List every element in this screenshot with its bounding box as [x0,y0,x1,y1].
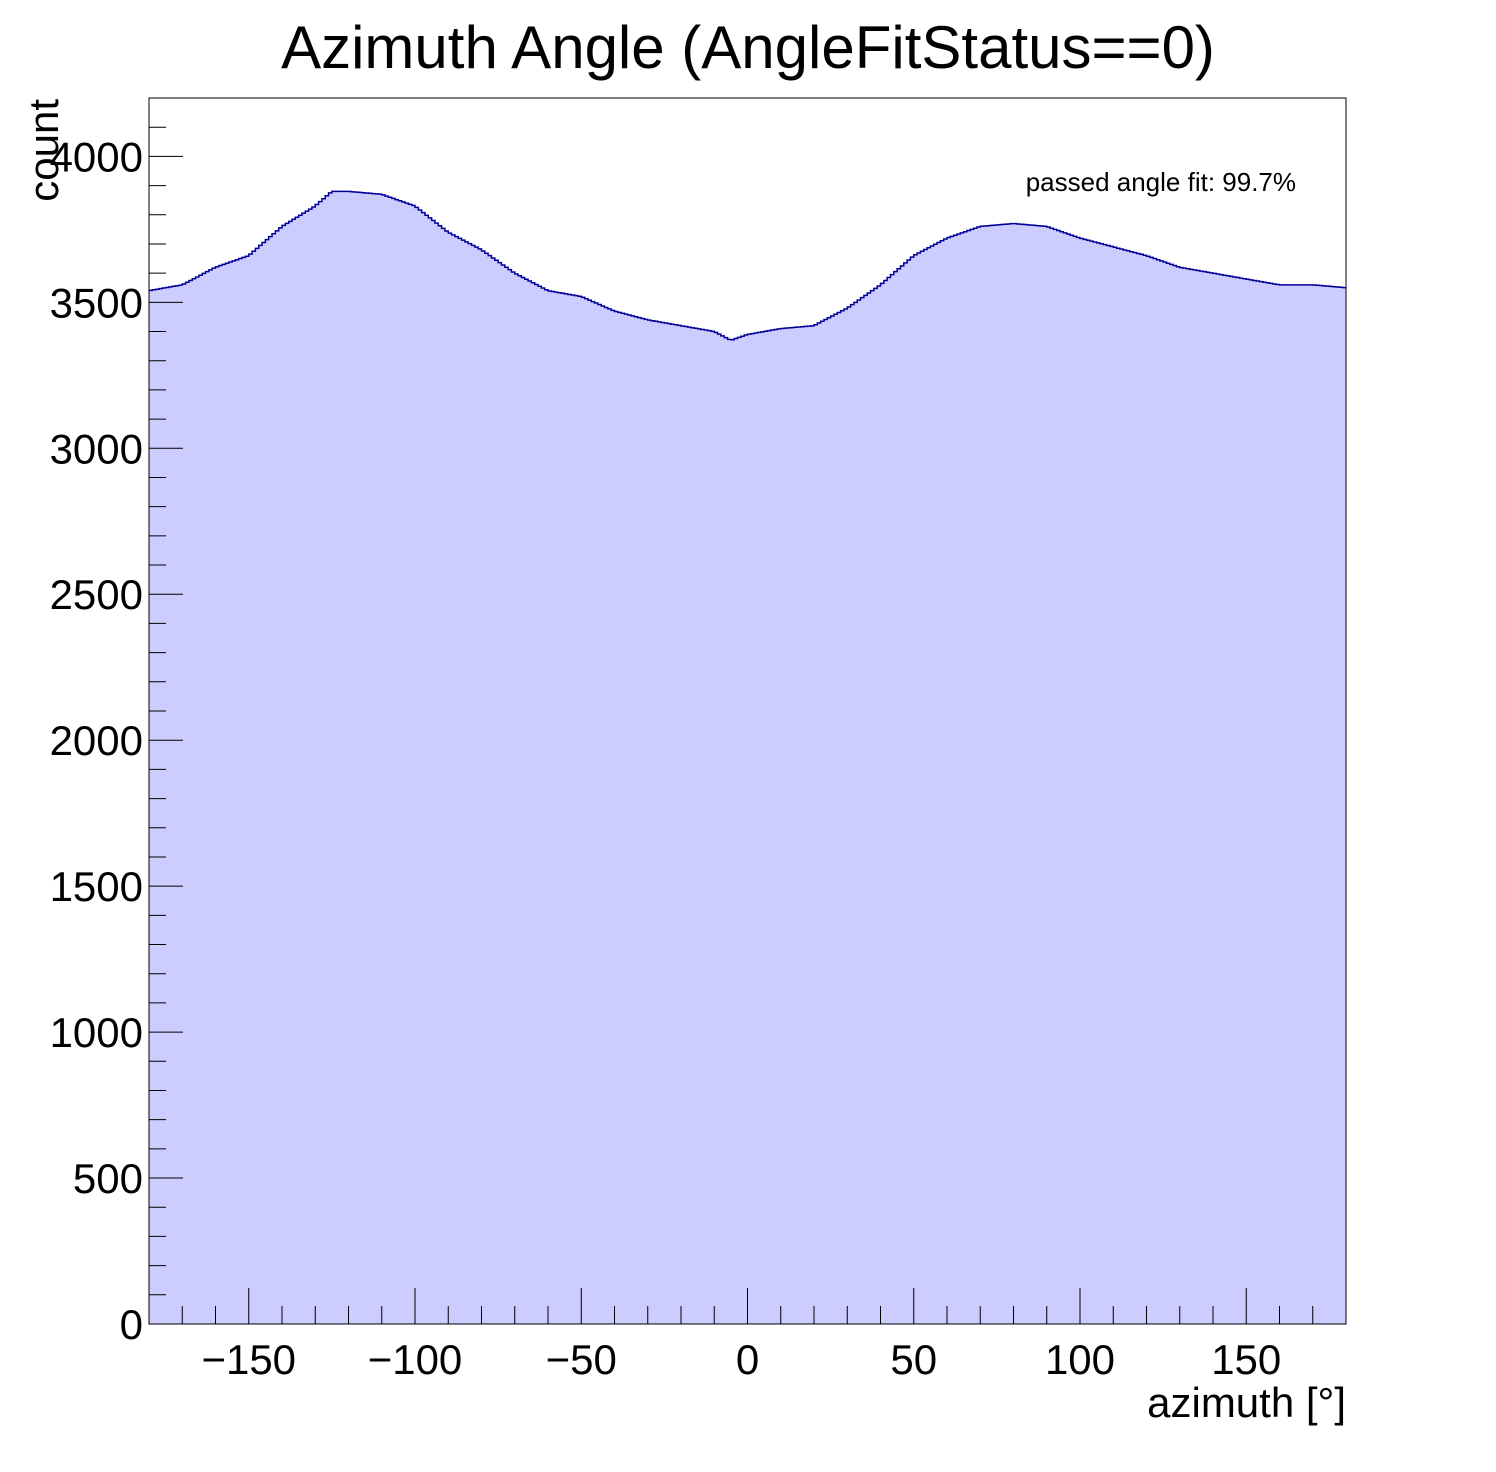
y-axis-label: count [20,99,67,202]
y-tick-label: 0 [120,1301,143,1348]
y-tick-label: 2500 [50,571,143,618]
y-axis: 0 500 1000 1500 2000 2500 3000 3500 4000 [50,97,183,1348]
x-tick-label: 100 [1045,1336,1115,1383]
histogram-line [149,190,1346,341]
y-tick-label: 3500 [50,279,143,326]
y-tick-label: 1500 [50,863,143,910]
passed-fit-annotation: passed angle fit: 99.7% [1026,167,1296,197]
x-tick-label: −50 [546,1336,617,1383]
x-axis-label: azimuth [°] [1147,1379,1346,1426]
x-axis: −150 −100 −50 0 50 100 150 [181,1288,1314,1383]
y-tick-label: 4000 [50,133,143,180]
histogram-fill [149,191,1346,1324]
y-tick-label: 2000 [50,717,143,764]
chart-title: Azimuth Angle (AngleFitStatus==0) [281,14,1215,81]
y-tick-label: 1000 [50,1009,143,1056]
x-tick-label: 0 [736,1336,759,1383]
x-tick-label: 150 [1211,1336,1281,1383]
x-tick-label: −100 [368,1336,463,1383]
x-tick-label: −150 [201,1336,296,1383]
x-tick-label: 50 [890,1336,937,1383]
y-tick-label: 3000 [50,425,143,472]
plot-area [148,97,1347,1325]
y-tick-label: 500 [73,1155,143,1202]
